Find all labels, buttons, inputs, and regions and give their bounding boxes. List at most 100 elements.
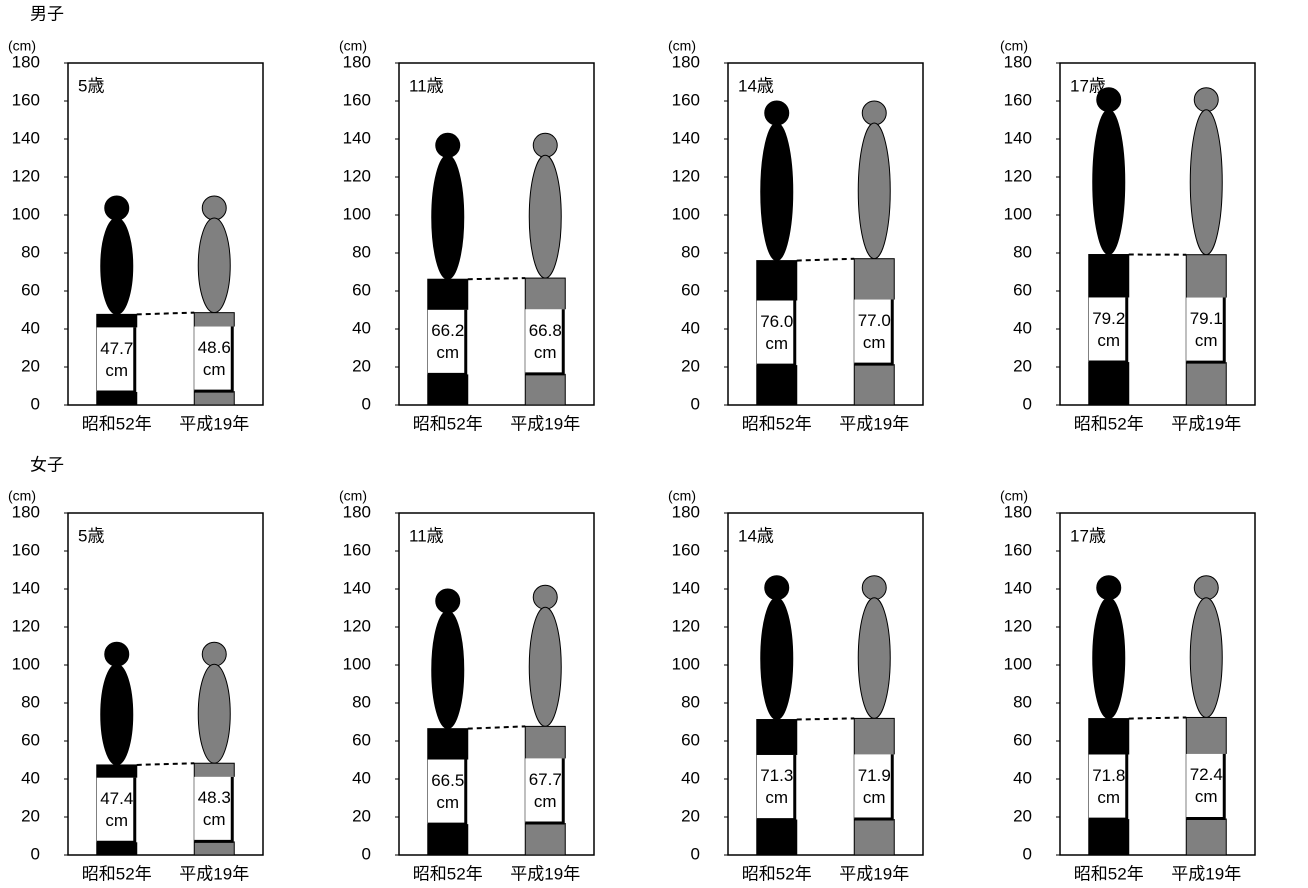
label-box bbox=[525, 309, 568, 374]
value-label: 66.2 cm bbox=[431, 321, 465, 363]
figure-head bbox=[764, 100, 790, 126]
label-box bbox=[427, 759, 470, 825]
y-tick-label: 100 bbox=[672, 204, 700, 223]
y-tick-label: 0 bbox=[31, 394, 40, 413]
figure-head bbox=[201, 641, 227, 667]
y-tick-label: 160 bbox=[12, 90, 40, 109]
y-tick-label: 160 bbox=[672, 90, 700, 109]
x-tick-label: 平成19年 bbox=[839, 864, 909, 883]
plot-frame bbox=[398, 512, 595, 856]
label-box bbox=[1088, 297, 1131, 363]
value-label-box: 48.3 cm bbox=[198, 788, 231, 829]
label-frame bbox=[756, 754, 797, 822]
x-tick-label: 昭和52年 bbox=[82, 414, 152, 433]
figure-body bbox=[197, 663, 231, 764]
value-label-box: 48.6 cm bbox=[198, 338, 231, 379]
figure-head bbox=[435, 132, 461, 158]
label-frame bbox=[525, 758, 565, 825]
y-tick-label: 100 bbox=[343, 204, 371, 223]
y-axis-label: (cm) bbox=[668, 488, 696, 504]
y-tick-label: 180 bbox=[672, 52, 700, 71]
label-box bbox=[1186, 297, 1229, 363]
value-label: 47.7 cm bbox=[100, 338, 134, 380]
y-tick-label: 0 bbox=[1023, 844, 1032, 863]
plot-frame bbox=[727, 512, 924, 856]
y-tick-label: 80 bbox=[1013, 692, 1032, 711]
label-box bbox=[1088, 754, 1131, 820]
x-tick-label: 平成19年 bbox=[839, 414, 909, 433]
value-label-box: 66.8 cm bbox=[529, 321, 562, 362]
value-label: 71.9 cm bbox=[857, 765, 891, 807]
connector bbox=[467, 277, 526, 281]
y-tick-label: 40 bbox=[681, 318, 700, 337]
y-tick-label: 140 bbox=[343, 578, 371, 597]
y-tick-label: 20 bbox=[681, 356, 700, 375]
y-tick-label: 160 bbox=[1004, 90, 1032, 109]
figure-head bbox=[1096, 575, 1122, 601]
y-tick-label: 120 bbox=[343, 166, 371, 185]
label-box bbox=[756, 754, 799, 820]
y-tick-label: 80 bbox=[1013, 242, 1032, 261]
chart-title: 5歳 bbox=[78, 526, 104, 545]
figure-body bbox=[760, 122, 794, 262]
value-label: 67.7 cm bbox=[528, 769, 562, 811]
x-tick-label: 昭和52年 bbox=[413, 414, 483, 433]
y-tick-label: 120 bbox=[672, 166, 700, 185]
x-tick-label: 昭和52年 bbox=[742, 864, 812, 883]
figure-head bbox=[1193, 575, 1219, 601]
label-box bbox=[1186, 753, 1229, 819]
y-tick-label: 0 bbox=[691, 844, 700, 863]
plot-frame bbox=[67, 512, 264, 856]
value-label-box: 47.4 cm bbox=[100, 789, 133, 830]
plot-frame bbox=[1059, 512, 1256, 856]
y-axis-label: (cm) bbox=[8, 38, 36, 54]
y-tick-label: 100 bbox=[12, 654, 40, 673]
value-label-box: 71.8 cm bbox=[1092, 766, 1125, 807]
figure-body bbox=[1092, 597, 1126, 720]
y-tick-label: 0 bbox=[362, 394, 371, 413]
y-tick-label: 0 bbox=[31, 844, 40, 863]
y-tick-label: 60 bbox=[1013, 730, 1032, 749]
y-tick-label: 140 bbox=[672, 578, 700, 597]
y-axis-label: (cm) bbox=[339, 488, 367, 504]
y-tick-label: 0 bbox=[1023, 394, 1032, 413]
figure-body bbox=[528, 606, 562, 727]
y-tick-label: 40 bbox=[352, 318, 371, 337]
value-label-box: 71.3 cm bbox=[760, 766, 793, 807]
figure-head bbox=[435, 588, 461, 614]
y-tick-label: 180 bbox=[1004, 52, 1032, 71]
y-tick-label: 40 bbox=[21, 768, 40, 787]
value-label-box: 77.0 cm bbox=[857, 310, 891, 352]
plot-frame bbox=[67, 62, 264, 406]
y-tick-label: 60 bbox=[352, 730, 371, 749]
value-label-box: 47.7 cm bbox=[100, 338, 134, 380]
y-tick-label: 120 bbox=[12, 616, 40, 635]
y-tick-label: 120 bbox=[1004, 616, 1032, 635]
figure-head bbox=[104, 195, 130, 221]
x-tick-label: 昭和52年 bbox=[742, 414, 812, 433]
label-frame bbox=[854, 299, 894, 366]
label-frame bbox=[756, 300, 797, 367]
y-tick-label: 100 bbox=[1004, 204, 1032, 223]
y-tick-label: 80 bbox=[681, 242, 700, 261]
chart-title: 11歳 bbox=[409, 76, 444, 95]
y-tick-label: 0 bbox=[362, 844, 371, 863]
value-label: 77.0 cm bbox=[857, 310, 891, 352]
value-label-box: 66.2 cm bbox=[431, 321, 465, 363]
y-axis-label: (cm) bbox=[1000, 38, 1028, 54]
value-label-box: 76.0 cm bbox=[760, 312, 793, 353]
y-tick-label: 180 bbox=[343, 52, 371, 71]
y-tick-label: 60 bbox=[21, 280, 40, 299]
y-tick-label: 160 bbox=[343, 540, 371, 559]
y-tick-label: 140 bbox=[1004, 578, 1032, 597]
y-tick-label: 140 bbox=[12, 578, 40, 597]
y-tick-label: 100 bbox=[12, 204, 40, 223]
x-tick-label: 昭和52年 bbox=[1074, 864, 1144, 883]
value-label-box: 66.5 cm bbox=[431, 771, 464, 812]
y-tick-label: 40 bbox=[21, 318, 40, 337]
y-tick-label: 20 bbox=[352, 356, 371, 375]
y-tick-label: 20 bbox=[681, 806, 700, 825]
figure-body bbox=[431, 154, 465, 280]
x-tick-label: 平成19年 bbox=[179, 414, 249, 433]
